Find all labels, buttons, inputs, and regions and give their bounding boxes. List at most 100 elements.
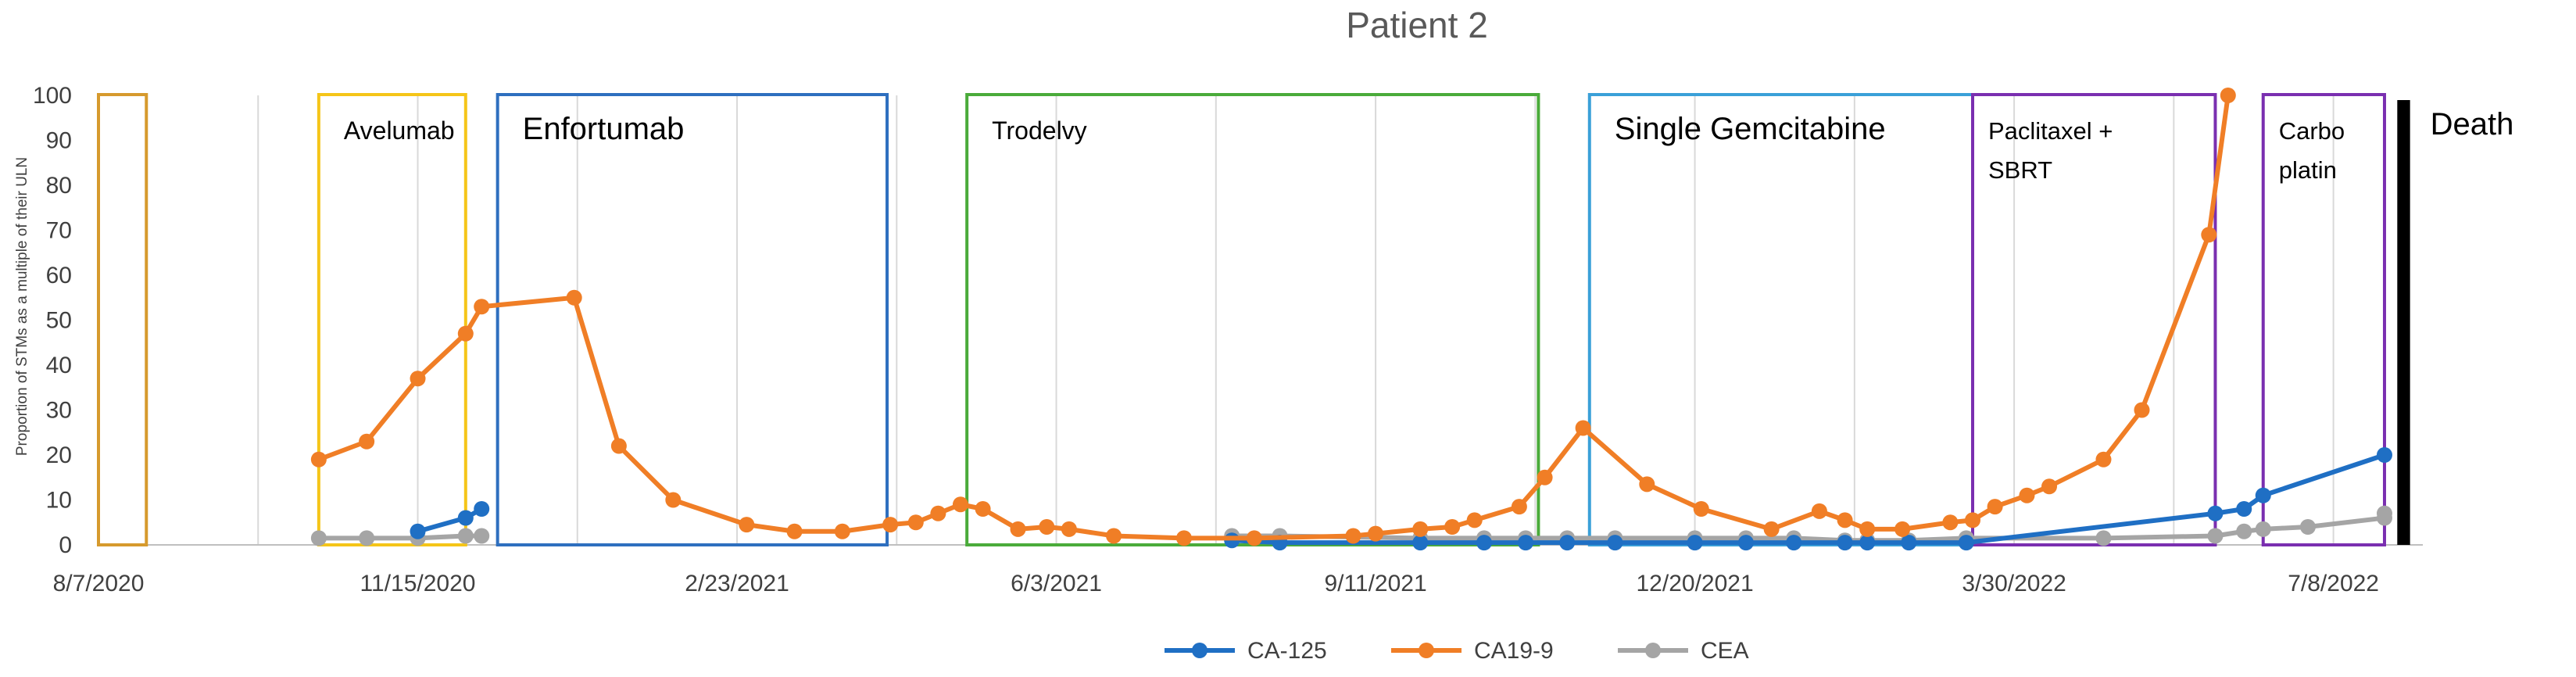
y-tick-label: 50: [46, 308, 72, 334]
annotation-label: Single Gemcitabine: [1615, 112, 1886, 146]
data-point: [457, 325, 474, 342]
data-point: [952, 496, 968, 513]
data-point: [1518, 535, 1534, 551]
data-point: [1607, 535, 1623, 551]
data-point: [1246, 530, 1262, 546]
legend-label: CA19-9: [1474, 638, 1554, 664]
data-point: [1466, 512, 1483, 528]
death-marker: [2397, 100, 2410, 545]
data-point: [1837, 512, 1853, 528]
legend-label: CEA: [1701, 638, 1749, 664]
data-point: [1575, 420, 1591, 436]
data-point: [1737, 535, 1754, 551]
data-point: [2255, 521, 2271, 537]
data-point: [1942, 514, 1959, 531]
x-tick-label: 2/23/2021: [685, 571, 789, 596]
data-point: [1106, 528, 1122, 544]
data-point: [665, 492, 682, 508]
data-point: [1412, 521, 1429, 537]
data-point: [457, 528, 474, 544]
data-point: [1958, 535, 1974, 551]
treatment-box: [2261, 93, 2386, 546]
data-point: [1061, 521, 1077, 537]
annotation-label: Paclitaxel + SBRT: [1988, 117, 2113, 184]
data-point: [1368, 525, 1384, 542]
data-point: [975, 501, 991, 517]
data-point: [882, 517, 899, 533]
y-tick-label: 70: [46, 218, 72, 244]
y-axis-label: Proportion of STMs as a multiple of thei…: [14, 157, 30, 456]
data-point: [1964, 512, 1980, 528]
treatment-box: [1970, 93, 2217, 546]
data-point: [1837, 535, 1853, 551]
annotation-label: Avelumab: [344, 116, 455, 145]
data-point: [739, 517, 755, 533]
annotation-label: Enfortumab: [523, 112, 685, 146]
data-point: [410, 371, 426, 387]
legend-label: CA-125: [1247, 638, 1327, 664]
data-point: [359, 530, 375, 546]
data-point: [2255, 487, 2271, 503]
data-point: [1987, 499, 2003, 515]
data-point: [1763, 521, 1780, 537]
data-point: [474, 299, 490, 315]
series-line: [317, 95, 2231, 541]
y-tick-label: 90: [46, 128, 72, 154]
data-point: [310, 451, 327, 467]
x-tick-label: 6/3/2021: [1011, 571, 1102, 596]
y-tick-label: 80: [46, 173, 72, 199]
data-point: [2236, 523, 2252, 539]
data-point: [1687, 535, 1703, 551]
data-point: [907, 514, 924, 531]
y-axis: 0 10 20 30 40 50 60 70 80 90 100: [33, 83, 72, 558]
data-point: [410, 523, 426, 539]
data-point: [2201, 227, 2217, 243]
treatment-box: [97, 93, 148, 546]
data-point: [1639, 476, 1655, 493]
legend-swatch-marker: [1419, 643, 1434, 658]
data-point: [359, 433, 375, 450]
data-point: [1476, 535, 1492, 551]
data-point: [566, 289, 582, 306]
treatment-boxes: Avelumab Enfortumab Trodelvy Single Gemcita…: [97, 93, 2514, 546]
x-tick-label: 9/11/2021: [1324, 571, 1426, 596]
data-point: [1559, 535, 1576, 551]
y-tick-label: 0: [59, 532, 72, 558]
treatment-box: [496, 93, 889, 546]
x-tick-label: 8/7/2020: [53, 571, 145, 596]
legend-swatch-marker: [1645, 643, 1661, 658]
treatment-box: [317, 93, 467, 546]
data-point: [2095, 530, 2112, 546]
y-tick-label: 30: [46, 398, 72, 424]
series-ca19-9: [310, 88, 2236, 546]
x-axis: 8/7/2020 11/15/2020 2/23/2021 6/3/2021 9/11/…: [53, 571, 2379, 596]
data-point: [1175, 530, 1192, 546]
data-point: [1859, 535, 1876, 551]
data-point: [457, 510, 474, 526]
data-point: [1537, 469, 1553, 485]
data-point: [2299, 519, 2316, 535]
grid: [98, 95, 2423, 546]
series-line: [318, 533, 482, 541]
annotation-label: Death: [2431, 107, 2514, 141]
y-tick-label: 60: [46, 263, 72, 288]
data-point: [1901, 535, 1917, 551]
treatment-box: [965, 93, 1540, 546]
annotation-label: Trodelvy: [992, 116, 1087, 145]
data-point: [2376, 505, 2392, 521]
data-point: [310, 530, 327, 546]
data-point: [1693, 501, 1709, 517]
data-point: [474, 528, 490, 544]
data-point: [2041, 478, 2058, 495]
data-point: [2095, 451, 2112, 467]
data-point: [930, 505, 946, 521]
data-point: [1811, 503, 1827, 519]
data-point: [1786, 535, 1802, 551]
x-tick-label: 12/20/2021: [1637, 571, 1754, 596]
legend-swatch-marker: [1192, 643, 1208, 658]
data-point: [2019, 487, 2035, 503]
legend: CA-125 CA19-9 CEA: [1165, 638, 1749, 664]
y-tick-label: 100: [33, 83, 72, 109]
x-tick-label: 11/15/2020: [360, 571, 476, 596]
